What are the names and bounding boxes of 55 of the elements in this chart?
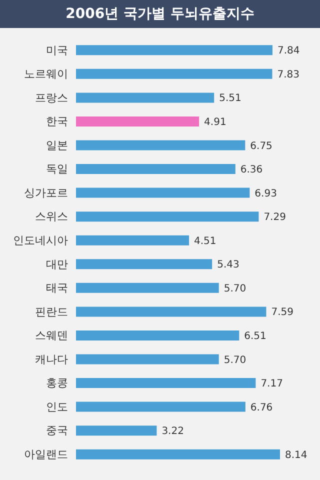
data-label: 6.75: [250, 140, 272, 152]
y-tick-label: 핀란드: [35, 305, 68, 318]
bar: [76, 402, 246, 412]
data-label: 6.51: [244, 331, 266, 342]
bar: [76, 68, 272, 79]
bar: [76, 235, 190, 246]
data-label: 6.76: [250, 402, 273, 414]
bar: [76, 306, 266, 317]
y-tick-label: 대만: [46, 258, 68, 271]
data-label: 7.83: [277, 69, 300, 80]
data-label: 5.70: [224, 283, 246, 294]
data-label: 4.91: [204, 117, 226, 128]
data-label: 8.14: [285, 450, 308, 461]
y-tick-label: 스웨덴: [35, 329, 68, 342]
y-tick-label: 캐나다: [35, 352, 68, 366]
data-label: 7.59: [271, 307, 294, 318]
data-label: 5.70: [224, 354, 246, 366]
y-tick-label: 노르웨이: [24, 68, 68, 81]
data-label: 6.93: [254, 188, 277, 200]
data-label: 7.84: [277, 46, 300, 57]
data-label: 5.43: [217, 260, 240, 271]
y-tick-label: 중국: [46, 424, 68, 438]
y-tick-label: 인도네시아: [13, 234, 68, 248]
y-tick-label: 아일랜드: [24, 448, 68, 462]
y-tick-label: 독일: [46, 162, 68, 176]
bar: [76, 188, 250, 198]
bar: [76, 212, 259, 222]
bar: [76, 45, 272, 56]
bar: [76, 378, 256, 388]
y-tick-label: 프랑스: [35, 91, 68, 104]
data-label: 3.22: [162, 426, 184, 438]
bar: [76, 116, 200, 126]
bar: [76, 354, 219, 364]
y-tick-label: 미국: [46, 44, 68, 57]
y-tick-label: 홍콩: [46, 376, 68, 390]
chart-title: 2006년 국가별 두뇌유출지수: [0, 0, 320, 28]
y-tick-label: 한국: [46, 115, 68, 128]
bar: [76, 282, 219, 293]
bar: [76, 330, 240, 340]
data-label: 4.51: [194, 236, 216, 247]
bar: [76, 426, 157, 436]
bar: [76, 259, 212, 270]
y-tick-label: 일본: [46, 138, 68, 152]
y-tick-label: 인도: [46, 400, 68, 414]
y-tick-label: 태국: [46, 282, 68, 295]
bar: [76, 164, 236, 174]
bar: [76, 140, 246, 150]
bar: [76, 92, 214, 103]
bar: [76, 449, 280, 460]
y-tick-label: 싱가포르: [24, 186, 68, 200]
y-tick-label: 스위스: [35, 210, 68, 224]
data-label: 5.51: [219, 93, 242, 104]
data-label: 6.36: [240, 164, 263, 176]
data-label: 7.17: [260, 378, 283, 390]
data-label: 7.29: [264, 212, 286, 224]
